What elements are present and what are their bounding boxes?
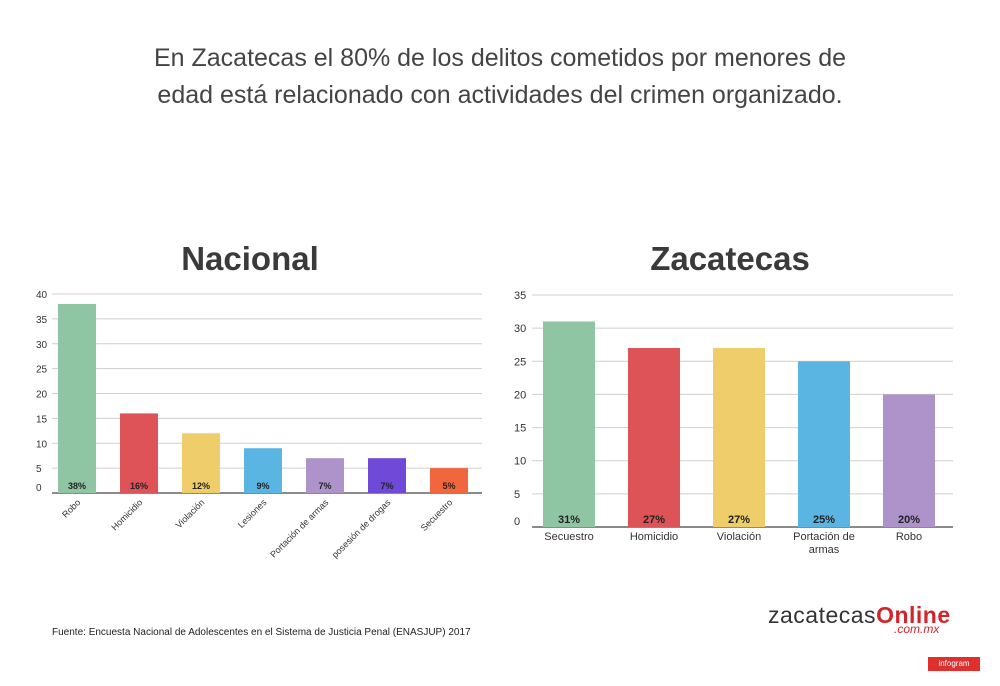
y-tick-label: 25 [514,356,526,368]
y-tick-label: 20 [36,390,48,401]
data-label: 25% [813,514,835,526]
y-tick-label: 35 [36,315,48,326]
bar [713,348,765,527]
bar [368,458,406,493]
data-label: 31% [558,514,580,526]
y-tick-label: 20 [514,389,526,401]
bar [120,413,158,493]
data-label: 5% [442,481,455,491]
headline: En Zacatecas el 80% de los delitos comet… [153,44,847,109]
y-tick-label: 10 [36,439,48,450]
data-label: 27% [643,514,665,526]
data-label: 7% [318,481,331,491]
category-label: Robo [896,531,922,543]
y-tick-label: 0 [514,516,520,528]
infogram-badge[interactable]: infogram [928,657,980,671]
y-tick-label: 25 [36,365,48,376]
brand-logo: zacatecasOnline [768,602,958,629]
category-label: Portación de armas [793,531,855,556]
y-tick-label: 30 [514,323,526,335]
bar [306,458,344,493]
y-tick-label: 15 [514,423,526,435]
bar [182,433,220,493]
logo-main: zacatecas [768,602,877,628]
y-tick-label: 30 [36,340,48,351]
y-tick-label: 10 [514,456,526,468]
y-tick-label: 35 [514,290,526,302]
category-label: Homicidio [630,531,678,543]
bar [798,361,850,527]
bar [430,468,468,493]
bar [883,394,935,527]
chart-title-nacional: Nacional [181,240,319,277]
y-tick-label: 40 [36,290,48,301]
bar [628,348,680,527]
data-label: 12% [192,481,210,491]
bar [543,321,595,527]
bar [244,448,282,493]
y-tick-label: 15 [36,414,48,425]
data-label: 9% [256,481,269,491]
data-label: 27% [728,514,750,526]
y-tick-label: 5 [514,489,520,501]
data-label: 38% [68,481,86,491]
source-note: Fuente: Encuesta Nacional de Adolescente… [52,627,471,638]
y-tick-label: 0 [36,483,42,494]
data-label: 20% [898,514,920,526]
bar [58,303,96,493]
data-label: 16% [130,481,148,491]
data-label: 7% [380,481,393,491]
category-label: Secuestro [544,531,594,543]
logo-accent: Online [876,602,951,628]
chart-title-zacatecas: Zacatecas [650,240,810,277]
logo-domain: .com.mx [894,622,940,636]
category-label: Violación [717,531,761,543]
y-tick-label: 5 [36,464,42,475]
